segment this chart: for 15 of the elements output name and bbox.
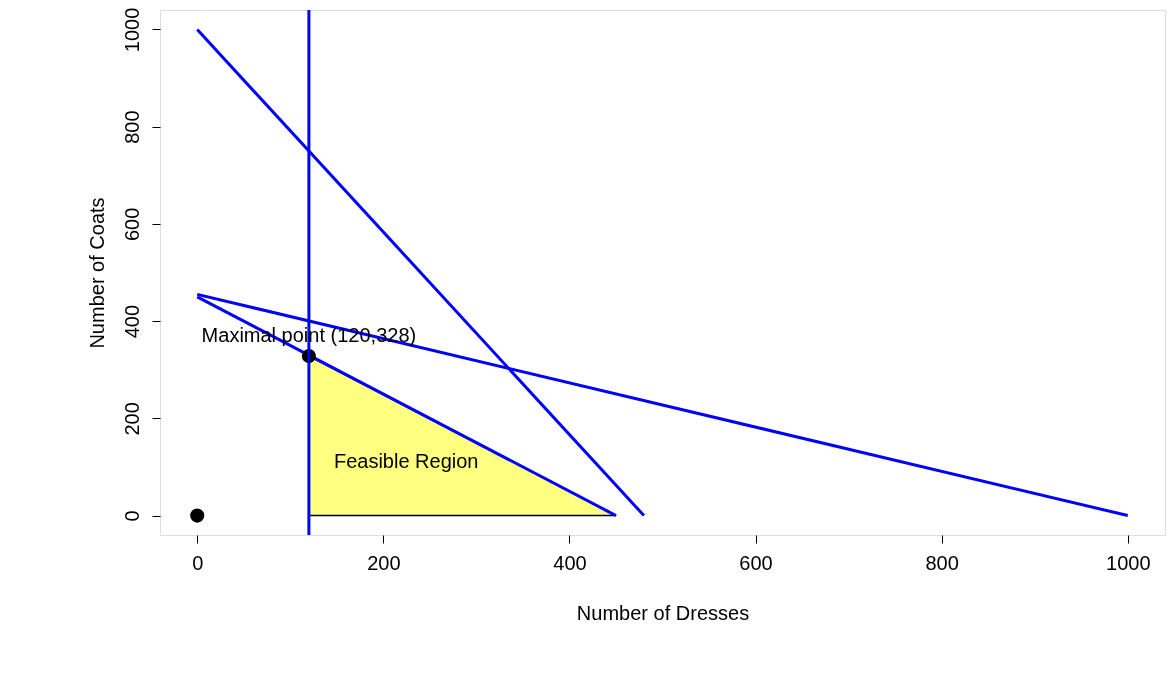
y-tick-label: 400 (120, 304, 143, 339)
x-tick-label: 0 (192, 551, 204, 574)
y-tick-label: 800 (120, 110, 143, 144)
x-tick-label: 1000 (1106, 551, 1151, 574)
y-tick-label: 200 (120, 402, 143, 436)
x-tick-label: 800 (925, 551, 959, 574)
y-tick-label: 1000 (120, 7, 143, 53)
x-tick-label: 200 (367, 551, 401, 574)
y-axis-title: Number of Coats (85, 197, 108, 349)
x-axis-title: Number of Dresses (576, 601, 750, 624)
x-tick-label: 400 (553, 551, 587, 574)
y-tick-label: 600 (120, 207, 143, 242)
annotation: Feasible Region (333, 449, 479, 472)
y-tick-label: 0 (120, 510, 143, 522)
x-tick-label: 600 (739, 551, 773, 574)
